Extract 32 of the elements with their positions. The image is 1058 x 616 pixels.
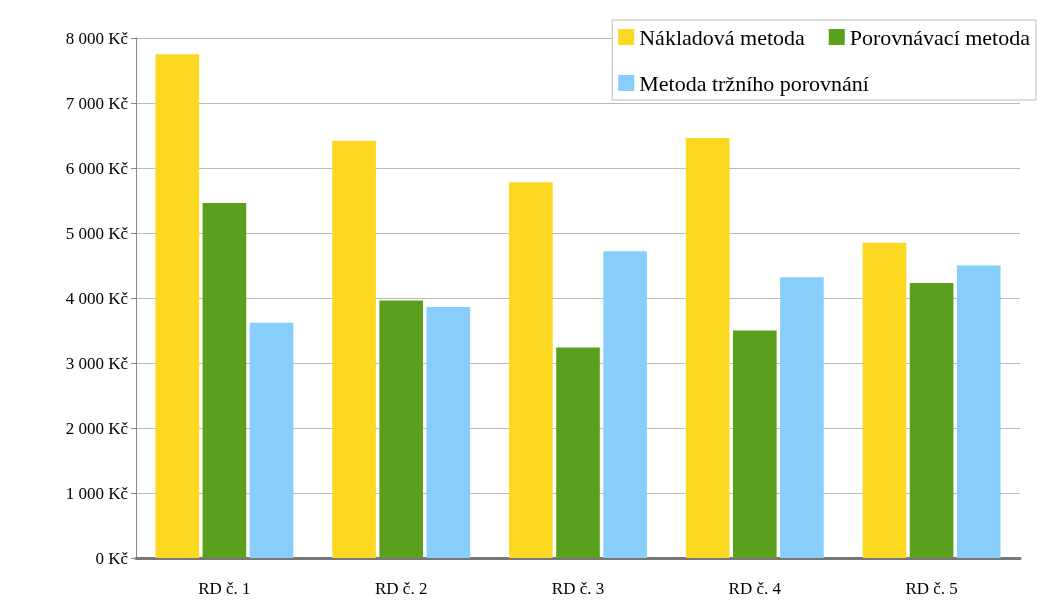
y-tick-label: 4 000 Kč [65,288,129,308]
y-tick-label: 5 000 Kč [65,223,129,243]
legend-label: Metoda tržního porovnání [639,70,869,96]
bar [603,251,647,558]
bar [379,300,424,558]
bar [249,322,294,558]
bar [780,277,824,558]
bar [956,265,1001,558]
bar [509,182,553,558]
y-tick-label: 2 000 Kč [65,418,129,438]
bar [685,138,730,558]
y-tick-label: 1 000 Kč [65,483,129,503]
x-tick-label: RD č. 2 [374,579,428,598]
bar [862,242,907,558]
bar [909,283,954,558]
bar [155,54,200,558]
bar [332,140,376,558]
y-tick-label: 8 000 Kč [65,28,129,48]
bar [426,307,471,558]
legend-label: Porovnávací metoda [849,24,1031,50]
x-tick-label: RD č. 3 [551,579,605,598]
legend-label: Nákladová metoda [639,24,806,50]
y-tick-label: 3 000 Kč [65,353,129,373]
y-tick-label: 7 000 Kč [65,93,129,113]
y-tick-label: 0 Kč [95,548,129,568]
bar [202,203,247,558]
x-tick-label: RD č. 1 [198,579,251,598]
x-tick-label: RD č. 5 [905,579,958,598]
bar [556,347,600,558]
bar [732,330,777,558]
x-tick-label: RD č. 4 [728,579,782,598]
y-tick-label: 6 000 Kč [65,158,129,178]
